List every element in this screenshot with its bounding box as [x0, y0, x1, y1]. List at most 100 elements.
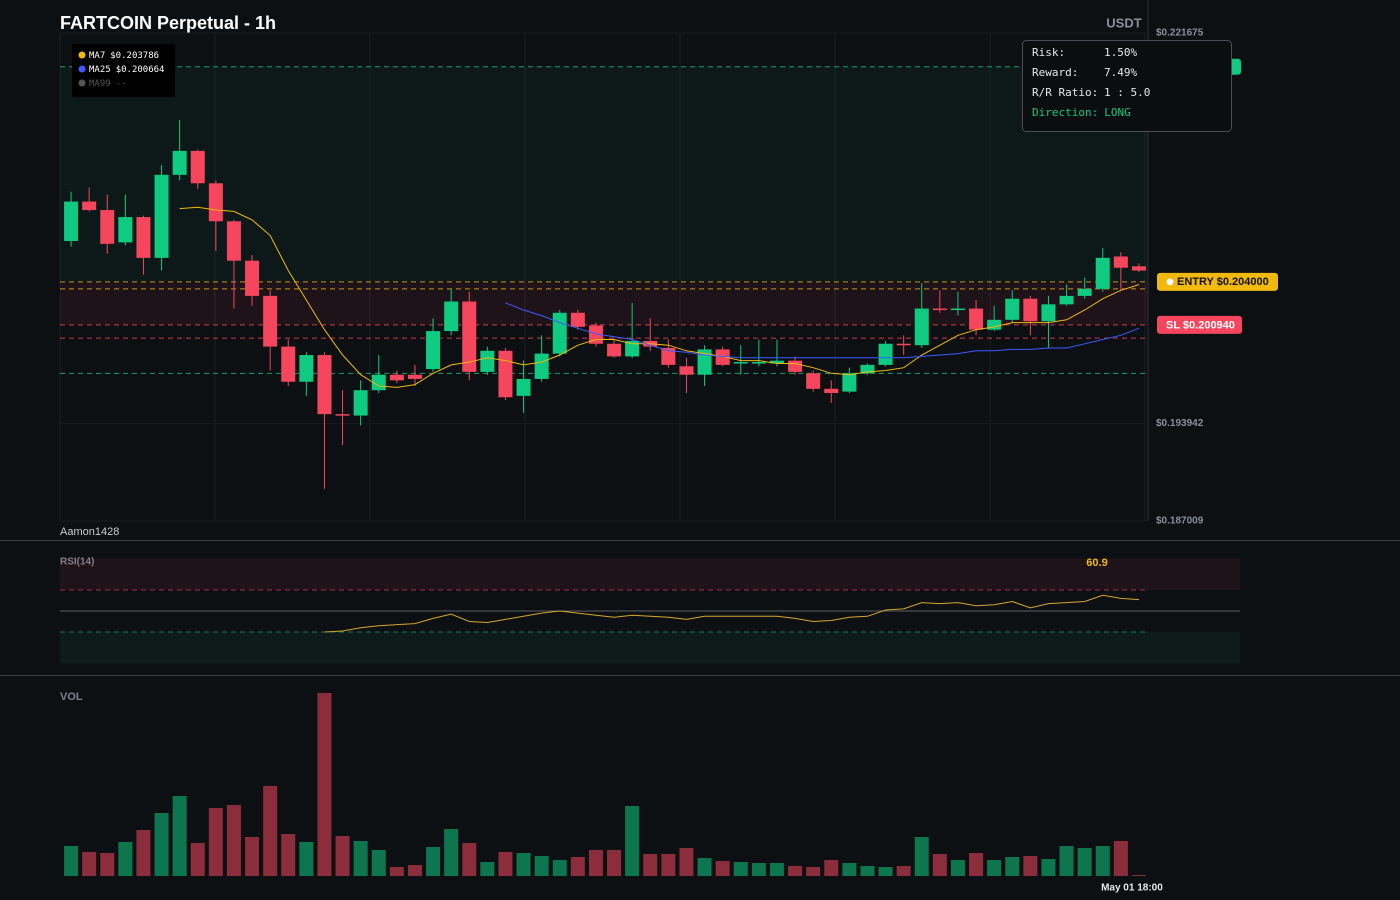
info-label: Direction: — [1032, 106, 1098, 119]
stop-loss-tag-label: SL $0.200940 — [1166, 319, 1235, 331]
candle-body — [661, 347, 676, 365]
volume-bar — [552, 860, 567, 876]
candle-body — [1095, 257, 1110, 289]
legend-name: MA7 — [89, 51, 105, 61]
info-value: 7.49% — [1104, 66, 1137, 79]
entry-tag-label: ENTRY $0.204000 — [1177, 276, 1269, 288]
legend-name: MA25 — [89, 65, 111, 75]
candle-body — [607, 343, 622, 357]
volume-bar — [932, 854, 947, 876]
watermark: Aamon1428 — [60, 526, 119, 538]
candle-body — [715, 349, 730, 365]
candle-body — [1005, 298, 1020, 320]
legend-value: -- — [116, 79, 127, 89]
candle-body — [1023, 298, 1038, 322]
candle-body — [172, 150, 187, 175]
candle-body — [751, 362, 766, 364]
candle-body — [679, 366, 694, 375]
volume-bar — [281, 834, 296, 876]
moving-average-line — [505, 302, 1140, 359]
legend-entry: MA25 $0.200664 — [89, 65, 164, 75]
volume-bar — [788, 866, 803, 876]
volume-bar — [607, 850, 622, 876]
candle-body — [389, 374, 404, 381]
candle-body — [480, 350, 495, 372]
candle-body — [552, 312, 567, 354]
info-value: 1 : 5.0 — [1104, 86, 1150, 99]
volume-bar — [1077, 848, 1092, 876]
volume-bar — [335, 836, 350, 876]
rsi-value-label: 60.9 — [1086, 557, 1107, 569]
candle-body — [190, 150, 205, 184]
info-value: 1.50% — [1104, 46, 1137, 59]
candle-body — [226, 221, 241, 261]
candle-body — [1131, 266, 1146, 271]
candle-body — [100, 210, 115, 244]
volume-bar — [1023, 856, 1038, 876]
info-value: LONG — [1104, 106, 1131, 119]
info-box-frame — [1022, 40, 1232, 132]
y-tick-label: $0.193942 — [1156, 418, 1204, 429]
volume-bar — [299, 842, 314, 876]
volume-bar — [317, 693, 332, 876]
oversold-zone — [60, 632, 1240, 664]
info-row: Direction: LONG — [1032, 106, 1131, 119]
volume-bar — [751, 863, 766, 876]
volume-bar — [534, 856, 549, 876]
candle-body — [462, 301, 477, 372]
candle-body — [317, 355, 332, 415]
candle-body — [335, 414, 350, 416]
volume-bar — [389, 867, 404, 876]
candle-body — [969, 308, 984, 330]
candle-body — [806, 373, 821, 389]
moving-average-line — [179, 206, 1140, 388]
legend-marker — [78, 65, 86, 73]
candle-body — [281, 346, 296, 382]
volume-bar — [462, 843, 477, 876]
rsi-title: RSI(14) — [60, 557, 94, 568]
candle-body — [64, 201, 79, 241]
candle-body — [154, 174, 169, 258]
volume-bar — [769, 863, 784, 876]
candle-body — [82, 201, 97, 211]
volume-bar — [824, 860, 839, 876]
candle-body — [208, 183, 223, 222]
volume-bar — [1005, 857, 1020, 876]
reward-zone — [60, 66, 1148, 282]
info-box: Risk: 1.50% Reward: 7.49% R/R Ratio: 1 : 5.0 D… — [1022, 40, 1232, 132]
chart-title: FARTCOIN Perpetual - 1h — [60, 13, 276, 33]
volume-bar — [1095, 846, 1110, 876]
candle-body — [516, 378, 531, 396]
volume-bar — [570, 857, 585, 876]
volume-bar — [208, 808, 223, 876]
volume-bar — [371, 850, 386, 876]
candle-body — [353, 390, 368, 416]
volume-bar — [1131, 875, 1146, 876]
volume-bar — [154, 813, 169, 876]
volume-bar — [426, 847, 441, 876]
volume-bar — [245, 837, 260, 876]
candle-body — [1041, 304, 1056, 322]
volume-bar — [987, 860, 1002, 876]
volume-bar — [842, 863, 857, 876]
volume-bar — [516, 853, 531, 876]
unit-label: USDT — [1106, 15, 1141, 30]
legend-entry: MA99 -- — [89, 79, 127, 89]
entry-tag — [1157, 272, 1278, 291]
legend: MA7 $0.203786 MA25 $0.200664 MA99 -- — [72, 44, 175, 97]
volume-bar — [498, 852, 513, 876]
legend-name: MA99 — [89, 79, 111, 89]
volume-bar — [588, 850, 603, 876]
candle-body — [570, 312, 585, 327]
volume-bar — [643, 854, 658, 876]
volume-bar — [969, 853, 984, 876]
candle-body — [769, 360, 784, 364]
volume-title: VOL — [60, 691, 83, 703]
legend-value: $0.200664 — [116, 65, 165, 75]
volume-bar — [136, 830, 151, 876]
y-tick-label: $0.187009 — [1156, 516, 1204, 527]
volume-bar — [480, 862, 495, 876]
candle-body — [987, 319, 1002, 330]
volume-bar — [226, 805, 241, 876]
